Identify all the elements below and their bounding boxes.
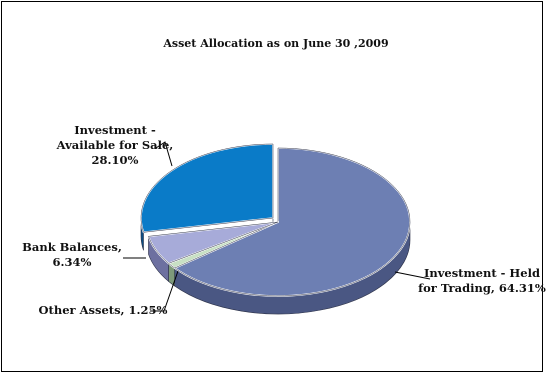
pie-slice-outline-2	[148, 221, 279, 264]
leader-line-0	[394, 271, 431, 280]
slice-label-line-3-1: Available for Sale,	[56, 138, 174, 152]
slice-label-line-3-0: Investment -	[74, 123, 156, 137]
slice-label-line-0-1: for Trading, 64.31%	[418, 281, 546, 295]
slice-label-line-3-2: 28.10%	[92, 153, 139, 167]
slice-label-2: Bank Balances, 6.34%	[22, 240, 122, 269]
chart-title: Asset Allocation as on June 30 ,2009	[162, 37, 388, 50]
pie-slices	[140, 143, 411, 297]
slice-label-1: Other Assets, 1.25%	[39, 303, 168, 317]
slice-label-line-0-0: Investment - Held	[424, 266, 540, 280]
slice-label-0: Investment - Held for Trading, 64.31%	[418, 266, 546, 295]
pie-labels: Investment - Held for Trading, 64.31% Othe…	[22, 123, 546, 317]
slice-label-line-1-0: Other Assets, 1.25%	[39, 303, 168, 317]
pie-slice-3	[140, 143, 274, 234]
slice-label-3: Investment -Available for Sale, 28.10%	[56, 123, 174, 167]
slice-label-line-2-1: 6.34%	[53, 255, 92, 269]
leader-line-3	[155, 141, 173, 167]
pie-slice-outline-3	[140, 143, 274, 233]
slice-label-line-2-0: Bank Balances,	[22, 240, 122, 254]
leader-line-1	[150, 270, 179, 312]
pie-slice-outline-0	[174, 147, 411, 297]
